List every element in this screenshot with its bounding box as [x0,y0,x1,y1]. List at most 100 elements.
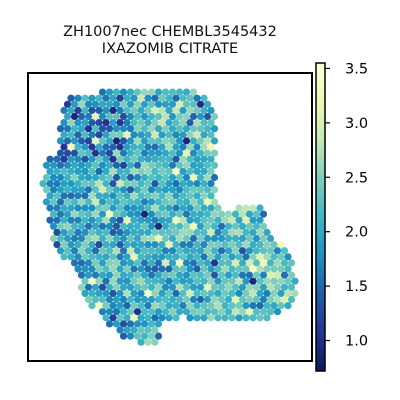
tissue-spot [263,314,271,322]
tissue-spot [151,167,159,175]
tissue-spot [123,192,131,200]
tissue-spot [144,338,152,346]
tissue-spot [49,173,58,182]
tissue-spot [95,302,103,310]
tissue-spot [140,100,149,108]
tissue-spot [168,100,177,108]
tissue-spot [207,302,215,310]
tissue-spot [249,265,257,273]
tissue-spot [74,155,82,163]
tissue-spot [277,277,285,285]
tissue-spot [74,204,82,212]
tissue-spot [144,265,152,273]
tissue-spot [231,247,240,255]
tissue-spot [284,289,292,297]
tissue-spot [249,241,257,249]
tissue-spot [210,137,219,145]
tissue-spot [172,289,180,297]
tissue-spot [74,216,82,224]
tissue-spot [161,100,170,108]
tissue-spot [98,125,107,133]
tissue-spot [235,265,243,273]
tissue-spot [266,308,275,316]
tissue-spot [109,241,117,249]
tissue-spot [81,228,89,236]
tissue-spot [98,137,107,145]
tissue-spot [98,149,107,157]
tissue-spot [56,234,65,243]
tissue-spot [280,283,289,291]
tissue-spot [203,186,212,194]
tissue-spot [88,216,96,224]
tissue-spot [172,253,180,261]
tissue-spot [249,228,257,236]
tissue-spot [151,228,159,236]
tissue-spot [224,308,233,316]
tissue-spot [147,332,156,340]
tissue-spot [84,247,93,255]
tissue-spot [207,241,215,249]
tissue-spot [88,94,96,102]
tissue-spot [182,161,191,169]
tissue-spot [151,119,159,127]
tissue-spot [196,173,205,182]
tissue-spot [172,241,180,249]
tissue-spot [182,198,191,206]
tissue-spot [158,155,166,163]
tissue-spot [263,241,271,249]
tissue-spot [98,222,107,230]
tissue-spot [214,277,222,285]
tissue-spot [256,302,264,310]
tissue-spot [81,241,89,249]
tissue-spot [182,88,191,96]
tissue-spot [63,210,72,218]
tissue-spot [98,295,107,304]
tissue-spot [154,100,163,108]
tissue-spot [217,295,226,304]
tissue-spot [228,314,236,322]
tissue-spot [84,259,93,267]
tissue-spot [210,149,219,157]
tissue-spot [203,308,212,316]
tissue-spot [140,161,149,169]
tissue-spot [119,125,128,133]
colorbar-tick-label: 2.5 [345,170,368,186]
tissue-spot [130,326,138,334]
tissue-spot [102,253,110,261]
tissue-spot [189,308,198,316]
tissue-spot [189,234,198,243]
tissue-spot [130,167,138,175]
tissue-spot [200,216,208,224]
tissue-spot [123,216,131,224]
tissue-spot [224,259,233,267]
tissue-spot [242,265,250,273]
tissue-spot [168,247,177,255]
tissue-spot [175,283,184,291]
tissue-spot [56,210,65,218]
tissue-spot [186,131,194,139]
tissue-spot [102,241,110,249]
tissue-spot [179,155,187,163]
tissue-spot [84,271,93,279]
tissue-spot [112,222,121,230]
tissue-spot [207,119,215,127]
tissue-spot [88,119,96,127]
tissue-spot [214,241,222,249]
tissue-spot [105,234,114,243]
tissue-spot [133,161,142,169]
tissue-spot [130,241,138,249]
tissue-spot [158,204,166,212]
tissue-spot [77,247,86,255]
tissue-spot [182,308,191,316]
tissue-spot [158,167,166,175]
tissue-spot [154,247,163,255]
tissue-spot [95,94,103,102]
tissue-spot [123,204,131,212]
tissue-spot [77,125,86,133]
tissue-spot [238,259,247,267]
tissue-spot [158,131,166,139]
tissue-spot [266,234,275,243]
tissue-spot [109,155,117,163]
tissue-spot [88,131,96,139]
tissue-spot [210,234,219,243]
